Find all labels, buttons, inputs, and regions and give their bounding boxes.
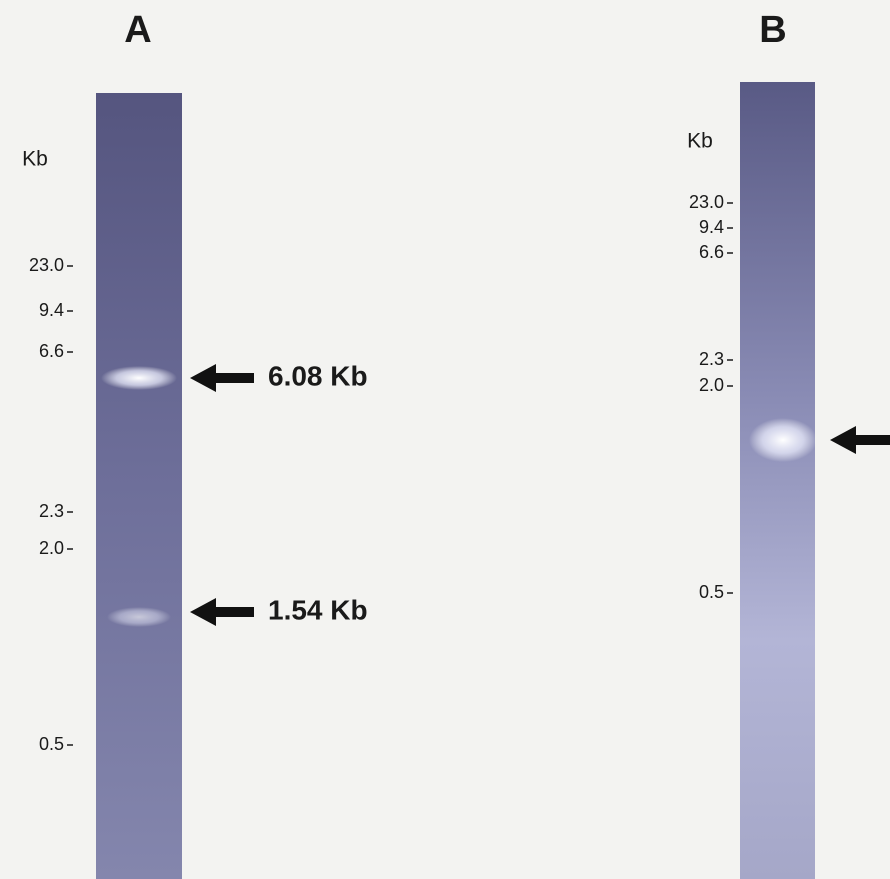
arrow — [190, 598, 254, 626]
marker-label: 0.5 — [699, 582, 724, 602]
marker-label: 9.4 — [699, 217, 724, 237]
marker-label: 2.3 — [699, 349, 724, 369]
marker-label: 0.5 — [39, 734, 64, 754]
gel-lane-b — [740, 82, 815, 879]
marker-label: 2.0 — [39, 538, 64, 558]
dna-band — [101, 366, 177, 390]
marker-label: 23.0 — [29, 255, 64, 275]
arrow — [190, 364, 254, 392]
unit-label: Kb — [22, 148, 48, 171]
marker-label: 2.0 — [699, 375, 724, 395]
marker-label: 23.0 — [689, 192, 724, 212]
arrow — [830, 426, 890, 454]
unit-label: Kb — [687, 130, 713, 153]
marker-label: 9.4 — [39, 300, 64, 320]
band-size-label: 6.08 Kb — [268, 360, 368, 391]
dna-band — [749, 418, 817, 462]
band-size-label: 1.54 Kb — [268, 594, 368, 625]
marker-label: 2.3 — [39, 501, 64, 521]
dna-band — [107, 607, 171, 627]
panel-label: B — [759, 9, 786, 51]
gel-lane-a — [96, 93, 182, 879]
marker-label: 6.6 — [39, 341, 64, 361]
panel-label: A — [124, 9, 151, 51]
marker-label: 6.6 — [699, 242, 724, 262]
